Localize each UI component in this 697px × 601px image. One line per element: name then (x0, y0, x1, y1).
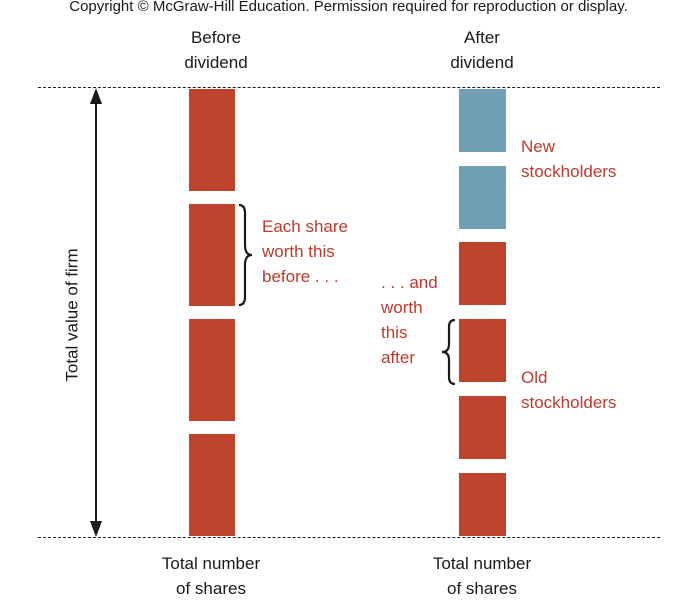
after-share-note: . . . and worth this after (381, 273, 438, 367)
before-share-4 (189, 434, 235, 536)
copyright-notice: Copyright © McGraw-Hill Education. Permi… (69, 0, 628, 15)
before-share-note: Each share worth this before . . . (262, 217, 348, 286)
before-share-3 (189, 319, 235, 421)
after-old-share-3 (459, 396, 506, 459)
before-share-1 (189, 89, 235, 191)
before-dividend-heading: Before dividend (184, 28, 248, 72)
after-share-brace (441, 318, 456, 386)
top-dashed-line (38, 87, 660, 88)
total-value-axis-label: Total value of firm (62, 248, 82, 382)
after-new-share-2 (459, 166, 506, 229)
after-old-share-4 (459, 473, 506, 536)
before-share-2 (189, 204, 235, 306)
new-stockholders-label: New stockholders (521, 137, 617, 181)
total-value-arrow (90, 88, 102, 537)
after-old-share-1 (459, 242, 506, 305)
old-stockholders-label: Old stockholders (521, 368, 617, 412)
before-share-brace (238, 203, 253, 307)
after-dividend-heading: After dividend (450, 28, 514, 72)
bottom-dashed-line (38, 537, 660, 538)
before-total-shares-label: Total number of shares (161, 554, 261, 598)
after-old-share-2 (459, 319, 506, 382)
after-new-share-1 (459, 89, 506, 152)
after-total-shares-label: Total number of shares (432, 554, 532, 598)
